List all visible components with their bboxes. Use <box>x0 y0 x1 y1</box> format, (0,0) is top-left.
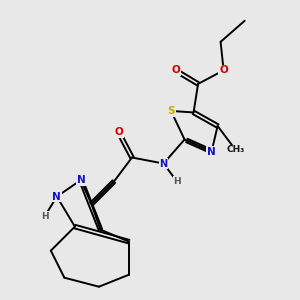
Text: N: N <box>160 158 168 169</box>
Text: S: S <box>167 106 175 116</box>
Text: H: H <box>41 212 49 220</box>
Text: CH₃: CH₃ <box>226 146 245 154</box>
Text: H: H <box>173 177 181 186</box>
Text: N: N <box>76 175 85 185</box>
Text: N: N <box>207 146 216 157</box>
Text: O: O <box>219 65 228 75</box>
Text: O: O <box>114 127 123 137</box>
Text: N: N <box>52 192 61 202</box>
Text: O: O <box>171 65 180 75</box>
